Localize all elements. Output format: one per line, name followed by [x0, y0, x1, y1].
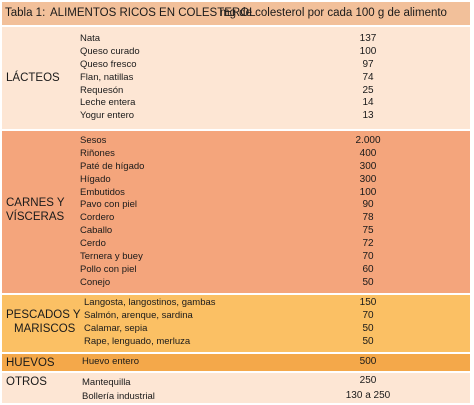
- value-list: 250 130 a 250: [332, 373, 404, 403]
- group-carnes-visceras: CARNES Y VÍSCERAS Sesos Riñones Paté de …: [2, 131, 470, 293]
- value-cell: 60: [362, 263, 374, 275]
- list-item: Hígado: [80, 173, 111, 185]
- list-item: Requesón: [80, 84, 124, 96]
- list-item: Calamar, sepia: [84, 322, 148, 334]
- cholesterol-table: Tabla 1: ALIMENTOS RICOS EN COLESTEROL m…: [2, 2, 470, 403]
- list-item: Pollo con piel: [80, 263, 137, 275]
- table-header: Tabla 1: ALIMENTOS RICOS EN COLESTEROL m…: [2, 2, 470, 27]
- list-item: Salmón, arenque, sardina: [84, 309, 193, 321]
- value-cell: 50: [362, 322, 374, 334]
- value-cell: 400: [359, 147, 377, 159]
- category-label: PESCADOS Y MARISCOS: [6, 308, 81, 336]
- value-cell: 72: [362, 238, 374, 250]
- list-item: Pavo con piel: [80, 199, 138, 211]
- category-label: LÁCTEOS: [6, 72, 60, 84]
- value-cell: 137: [359, 33, 377, 44]
- list-item: Riñones: [80, 147, 115, 159]
- table-label: Tabla 1:: [5, 7, 46, 19]
- list-item: Mantequilla: [82, 377, 131, 388]
- list-item: Yogur entero: [80, 110, 135, 122]
- value-list: 500: [332, 356, 404, 369]
- value-cell: 100: [359, 45, 377, 57]
- value-cell: 150: [359, 297, 377, 308]
- value-cell: 300: [359, 173, 377, 185]
- group-pescados-mariscos: PESCADOS Y MARISCOS Langosta, langostino…: [2, 295, 470, 352]
- list-item: Conejo: [80, 276, 111, 288]
- value-cell: 500: [359, 356, 377, 367]
- list-item: Sesos: [80, 135, 107, 146]
- row-divider: [2, 129, 470, 131]
- list-item: Queso fresco: [80, 58, 137, 70]
- value-cell: 250: [359, 375, 377, 386]
- value-cell: 14: [362, 97, 374, 109]
- value-list: 2.000 400 300 300 100 90 78 75 72 70 60 …: [332, 135, 404, 290]
- list-item: Embutidos: [80, 186, 125, 198]
- value-list: 137 100 97 74 25 14 13: [332, 33, 404, 123]
- value-cell: 75: [362, 225, 374, 237]
- list-item: Caballo: [80, 225, 113, 237]
- value-cell: 97: [362, 58, 374, 70]
- row-divider: [2, 293, 470, 295]
- value-cell: 100: [359, 186, 377, 198]
- category-label-line: CARNES Y: [6, 197, 65, 209]
- list-item: Queso curado: [80, 45, 140, 57]
- list-item: Rape, lenguado, merluza: [84, 335, 191, 347]
- list-item: Ternera y buey: [80, 251, 143, 263]
- category-label-line: VÍSCERAS: [6, 211, 65, 223]
- item-list: Sesos Riñones Paté de hígado Hígado Embu…: [80, 135, 144, 290]
- group-huevos: HUEVOS Huevo entero 500: [2, 354, 470, 371]
- value-cell: 300: [359, 160, 377, 172]
- value-cell: 2.000: [355, 135, 381, 146]
- table-title: ALIMENTOS RICOS EN COLESTEROL: [50, 7, 256, 19]
- item-list: Langosta, langostinos, gambas Salmón, ar…: [84, 297, 216, 349]
- item-list: Huevo entero: [82, 356, 139, 369]
- value-list: 150 70 50 50: [332, 297, 404, 349]
- value-cell: 130 a 250: [345, 390, 391, 401]
- category-label-line: PESCADOS Y: [6, 309, 81, 321]
- list-item: Langosta, langostinos, gambas: [84, 297, 216, 308]
- item-list: Mantequilla Bollería industrial: [82, 375, 155, 404]
- group-lacteos: LÁCTEOS Nata Queso curado Queso fresco F…: [2, 27, 470, 129]
- value-column-header: mg de colesterol por cada 100 g de alime…: [220, 7, 447, 19]
- category-label: CARNES Y VÍSCERAS: [6, 196, 65, 224]
- category-label: HUEVOS: [6, 357, 55, 369]
- list-item: Paté de hígado: [80, 160, 145, 172]
- value-cell: 70: [362, 309, 374, 321]
- group-otros: OTROS Mantequilla Bollería industrial 25…: [2, 373, 470, 403]
- list-item: Cerdo: [80, 238, 106, 250]
- value-cell: 70: [362, 251, 374, 263]
- list-item: Huevo entero: [82, 356, 140, 367]
- list-item: Nata: [80, 33, 101, 44]
- list-item: Bollería industrial: [82, 391, 155, 402]
- value-cell: 25: [362, 84, 374, 96]
- value-cell: 78: [362, 212, 374, 224]
- list-item: Leche entera: [80, 97, 136, 109]
- value-cell: 90: [362, 199, 374, 211]
- item-list: Nata Queso curado Queso fresco Flan, nat…: [80, 33, 140, 123]
- value-cell: 50: [362, 335, 374, 347]
- list-item: Cordero: [80, 212, 115, 224]
- category-label-line: MARISCOS: [14, 323, 76, 335]
- list-item: Flan, natillas: [80, 71, 134, 83]
- value-cell: 74: [362, 71, 374, 83]
- category-label: OTROS: [6, 376, 47, 388]
- row-divider: [2, 352, 470, 354]
- value-cell: 13: [362, 110, 374, 122]
- value-cell: 50: [362, 276, 374, 288]
- row-divider: [2, 371, 470, 373]
